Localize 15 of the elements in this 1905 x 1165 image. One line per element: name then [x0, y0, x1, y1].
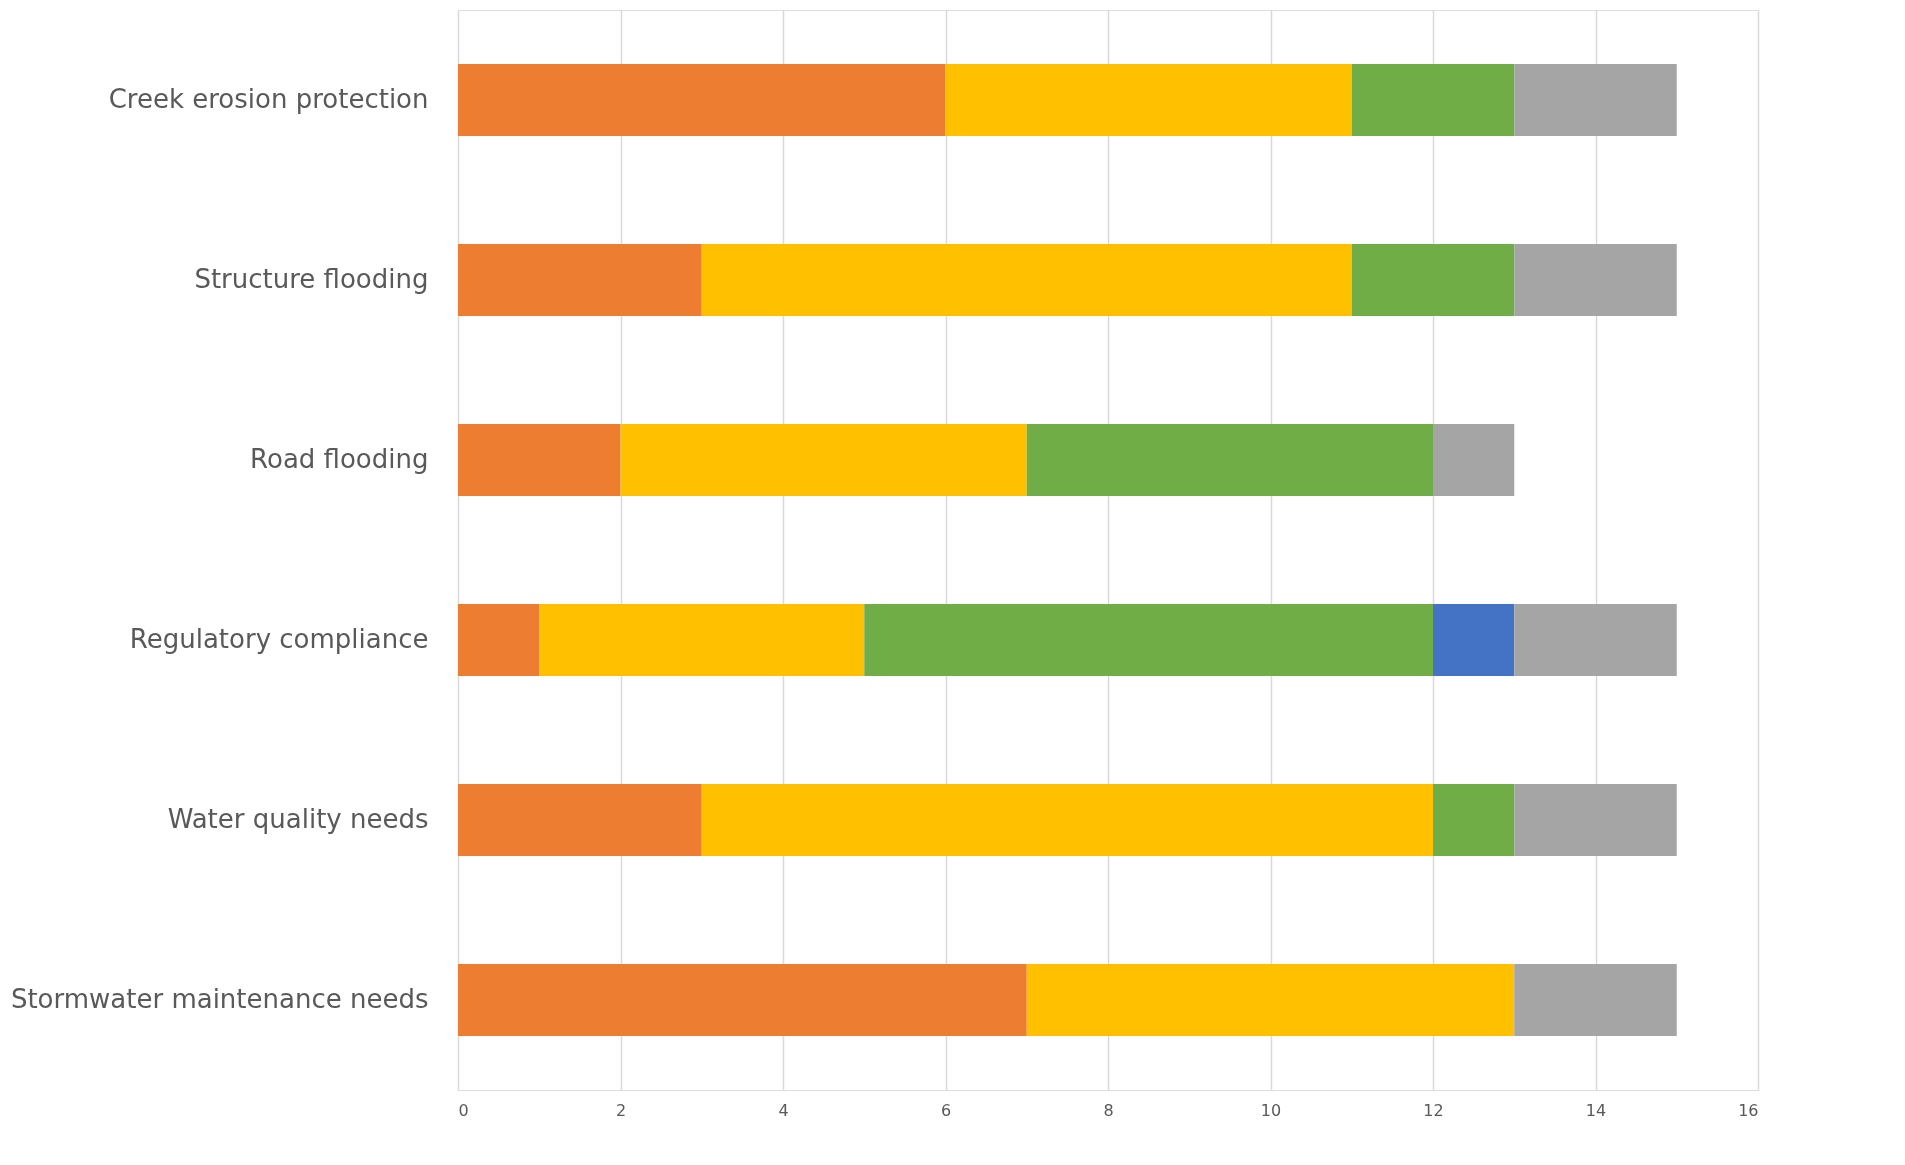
x-tick-label: 8 [1103, 1100, 1114, 1120]
x-tick-label: 10 [1260, 1100, 1282, 1120]
x-tick-label: 12 [1423, 1100, 1444, 1120]
y-tick-label: Structure flooding [194, 264, 429, 294]
y-tick-label: Water quality needs [167, 804, 429, 834]
x-tick-label: 6 [940, 1100, 952, 1120]
y-tick-label: Stormwater maintenance needs [10, 984, 429, 1014]
x-tick-label: 14 [1585, 1100, 1607, 1120]
y-tick-label: Road flooding [250, 444, 429, 474]
x-tick-label: 16 [1738, 1100, 1759, 1120]
x-tick-label: 4 [778, 1100, 789, 1120]
y-tick-label: Creek erosion protection [108, 84, 429, 114]
x-tick-label: 2 [615, 1100, 627, 1120]
y-tick-label: Regulatory compliance [129, 624, 429, 654]
x-tick-label: 0 [458, 1100, 469, 1120]
